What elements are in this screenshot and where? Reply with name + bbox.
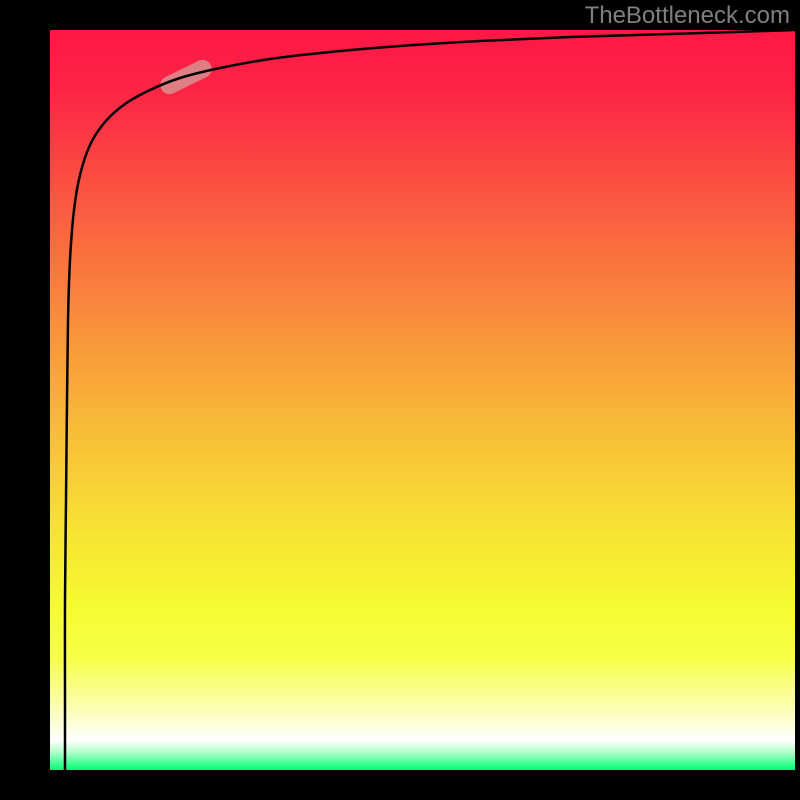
chart-container: TheBottleneck.com <box>0 0 800 800</box>
plot-background <box>50 30 795 770</box>
bottleneck-chart <box>0 0 800 800</box>
watermark-text: TheBottleneck.com <box>585 2 790 30</box>
